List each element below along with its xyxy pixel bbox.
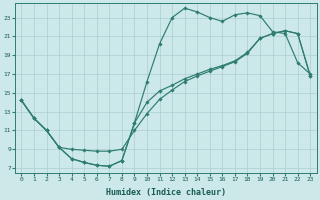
X-axis label: Humidex (Indice chaleur): Humidex (Indice chaleur) <box>106 188 226 197</box>
